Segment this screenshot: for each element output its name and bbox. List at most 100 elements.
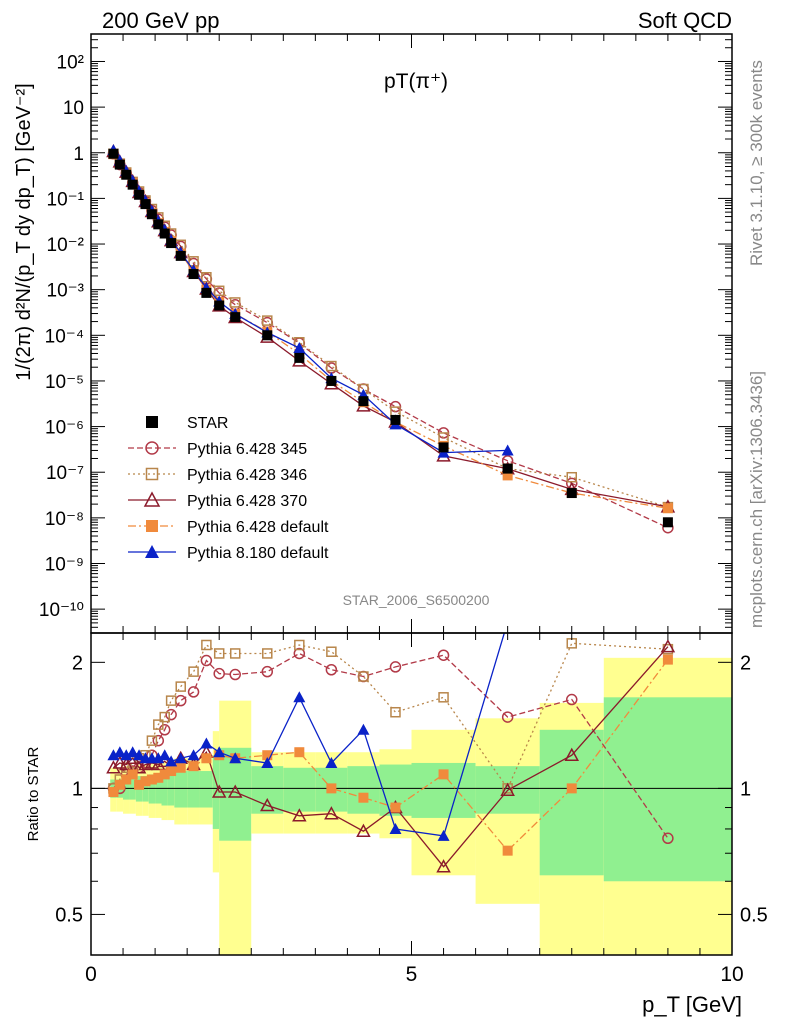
marker-square — [166, 238, 177, 249]
marker-square-open — [566, 471, 577, 483]
marker-square — [146, 774, 157, 785]
marker-square — [166, 766, 177, 777]
ratio-bands — [110, 657, 732, 955]
series-line — [112, 153, 669, 529]
marker-square — [262, 750, 273, 761]
green-band-bin — [167, 772, 175, 806]
y-tick-label: 10⁻⁴ — [45, 326, 84, 347]
marker-triangle — [261, 756, 274, 768]
marker-square — [146, 209, 157, 220]
marker-square — [262, 330, 273, 341]
marker-square — [662, 503, 673, 514]
main-frame — [90, 33, 733, 634]
marker-square — [662, 654, 673, 665]
marker-circle-open — [174, 694, 187, 707]
marker-triangle-open — [324, 806, 339, 820]
series-line — [112, 149, 508, 454]
axis-ticks: 0 5 10 10⁻¹⁰ 10⁻⁹ 10⁻⁸ 10⁻⁷ 10⁻⁶ 10⁻⁵ 10⁻⁴ 10⁻³ 10⁻… — [39, 33, 768, 986]
marker-circle-open — [200, 654, 213, 667]
x-tick-label: 10 — [720, 963, 743, 986]
y-tick-label: 10⁻⁵ — [45, 372, 84, 393]
marker-triangle — [113, 746, 126, 758]
marker-square — [662, 517, 673, 528]
green-band-bin — [174, 771, 188, 808]
marker-square — [230, 312, 241, 323]
series-pythia-8-180-default — [107, 144, 514, 458]
series-star — [108, 148, 673, 528]
marker-square-open — [153, 719, 164, 730]
ratio-y-tick-label: 2 — [72, 652, 83, 674]
analysis-tag: STAR_2006_S6500200 — [343, 592, 490, 608]
marker-circle-open — [187, 686, 200, 698]
ratio-y-tick-label-right: 2 — [740, 652, 751, 674]
marker-circle-open — [152, 734, 165, 747]
marker-triangle-open — [292, 808, 307, 822]
y-tick-label: 1 — [73, 144, 84, 165]
marker-square-open — [229, 297, 241, 308]
marker-square-open — [145, 467, 159, 481]
marker-triangle-open — [143, 491, 161, 507]
y-tick-label: 10⁻¹ — [47, 189, 85, 210]
marker-square-open — [262, 648, 273, 659]
marker-square — [153, 772, 164, 783]
marker-triangle — [229, 752, 242, 764]
marker-triangle — [293, 691, 306, 703]
marker-square — [326, 783, 337, 794]
marker-circle-open — [389, 661, 402, 673]
marker-square — [438, 442, 449, 453]
series-pythia-6-428-default — [108, 149, 673, 514]
ratio-series-pythia-8-180-default — [107, 633, 505, 841]
marker-circle-open — [566, 693, 578, 706]
y-tick-label: 10⁻³ — [47, 281, 85, 302]
marker-square-open — [201, 639, 212, 651]
marker-triangle — [293, 341, 306, 353]
marker-triangle — [187, 749, 200, 761]
marker-square — [146, 520, 158, 532]
marker-triangle-open — [436, 859, 451, 873]
marker-triangle — [174, 752, 187, 764]
x-tick-label: 5 — [406, 963, 418, 986]
marker-square — [121, 774, 132, 785]
marker-square-open — [188, 666, 199, 677]
marker-triangle — [213, 746, 226, 758]
marker-square — [502, 470, 513, 481]
ratio-y-tick-label-right: 0.5 — [740, 904, 768, 926]
marker-circle-open — [325, 663, 338, 676]
green-band-bin — [539, 729, 604, 876]
green-band-bin — [187, 771, 200, 808]
ratio-y-tick-label: 0.5 — [55, 904, 83, 926]
marker-triangle-open — [227, 784, 243, 798]
green-band-bin — [199, 771, 213, 808]
marker-circle-open — [165, 708, 177, 721]
x-tick-label: 0 — [85, 963, 97, 986]
marker-triangle — [145, 545, 159, 558]
marker-square — [294, 352, 305, 363]
marker-square-open — [175, 681, 186, 692]
ratio-series — [106, 633, 676, 873]
marker-square-open — [159, 711, 170, 723]
marker-triangle-open — [112, 755, 128, 769]
marker-circle-open — [261, 665, 274, 678]
green-band-bin — [161, 772, 168, 806]
marker-triangle — [152, 752, 165, 764]
series-line — [112, 153, 669, 508]
marker-square-open — [146, 735, 158, 746]
marker-triangle — [501, 444, 514, 456]
y-tick-label: 10⁻⁶ — [45, 418, 84, 439]
legend-label: Pythia 6.428 default — [187, 519, 329, 536]
marker-triangle-open — [260, 797, 275, 812]
marker-square-open — [294, 639, 305, 651]
marker-triangle — [357, 723, 370, 735]
marker-square — [390, 414, 401, 425]
marker-square-open — [326, 646, 337, 657]
marker-triangle-open — [131, 760, 147, 774]
main-series — [106, 143, 676, 534]
y-axis-label: 1/(2π) d²N/(p_T dy dp_T) [GeV⁻²] — [13, 83, 35, 380]
marker-circle-open — [437, 649, 450, 661]
marker-square — [502, 463, 513, 474]
marker-triangle — [133, 749, 146, 761]
marker-square-open — [326, 360, 337, 372]
marker-circle-open — [662, 832, 674, 845]
marker-square — [188, 269, 199, 280]
marker-circle-open — [293, 647, 306, 660]
